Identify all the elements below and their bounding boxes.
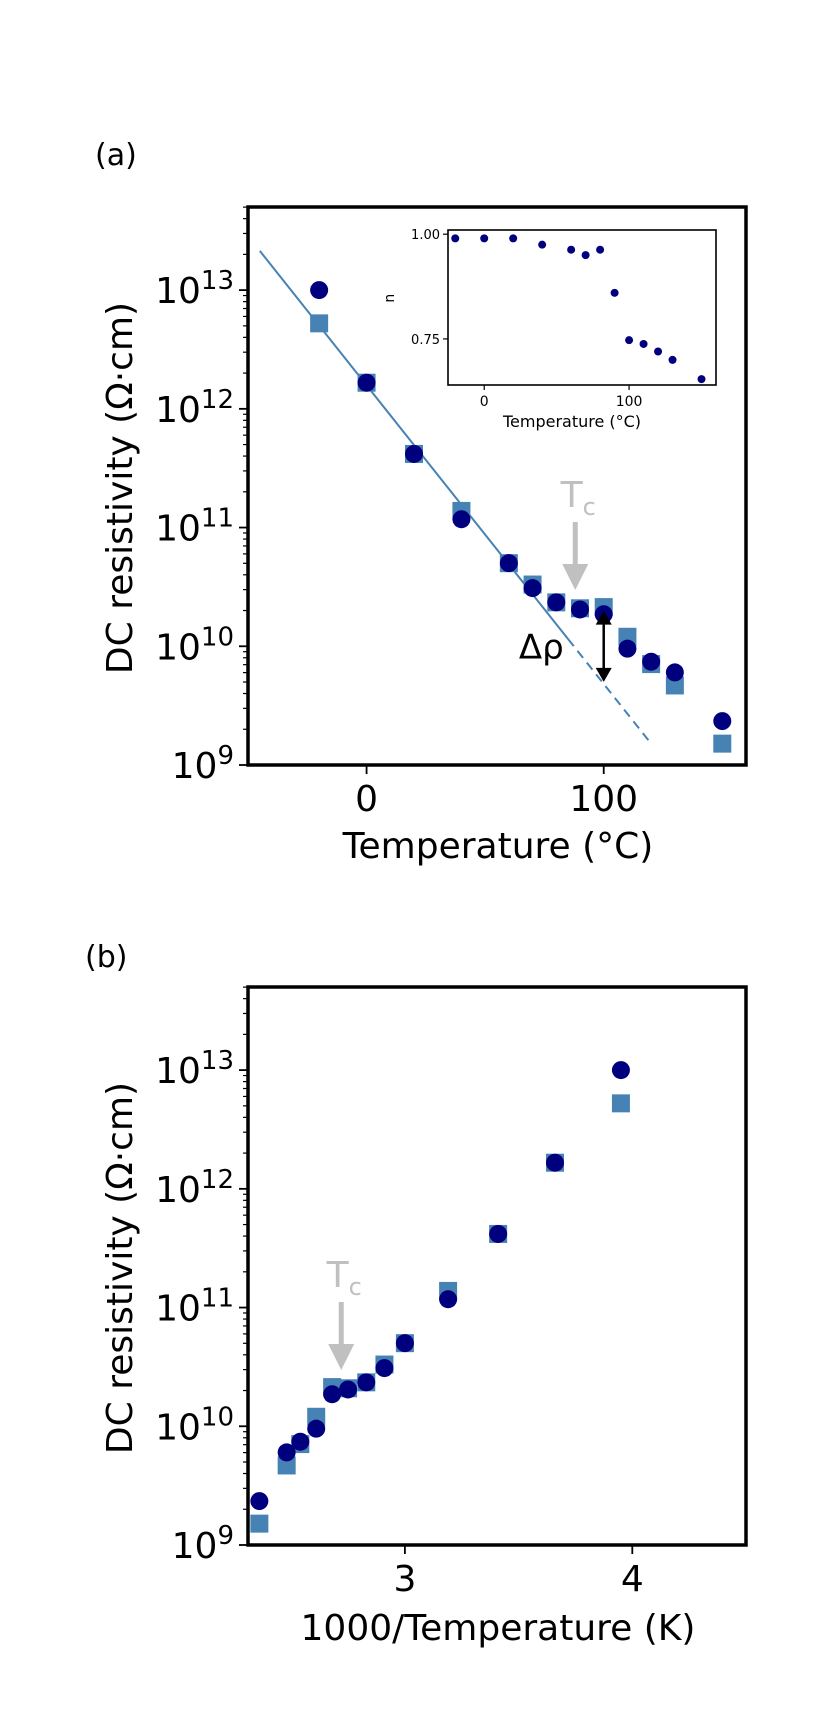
panel-a-xlabel: Temperature (°C) <box>342 826 654 867</box>
b-axes-frame <box>246 985 748 1547</box>
b-circle-point <box>291 1432 310 1451</box>
a-square-point <box>713 734 732 753</box>
inset-point <box>596 245 605 254</box>
a-y-tick-label: 1011 <box>155 504 234 550</box>
a-circle-point <box>405 444 423 463</box>
a-y-tick-label: 1012 <box>155 385 234 431</box>
panel-a-plot-area: 109 1010 1011 1012 1013 0 100 Tc Δρ 0 100 0.75 1.00 T… <box>155 205 748 820</box>
b-circle-point <box>395 1334 414 1353</box>
b-x-tick-label: 4 <box>621 1559 644 1600</box>
b-y-tick-label: 1011 <box>155 1284 234 1330</box>
a-y-tick-label: 1013 <box>155 266 234 312</box>
b-circle-point <box>611 1061 630 1080</box>
panel-b: (b) 109 1010 1011 1012 1013 3 4 Tc 1000/Tempera… <box>85 940 748 1649</box>
a-square-point <box>310 314 329 333</box>
b-y-tick-label: 1010 <box>155 1402 234 1448</box>
a-x-tick-label: 100 <box>569 779 638 820</box>
b-x-tick-label: 3 <box>393 1559 416 1600</box>
b-y-tick-label: 1012 <box>155 1165 234 1211</box>
a-square-point <box>665 676 684 695</box>
b-circle-point <box>277 1443 296 1462</box>
b-y-tick-label: 1013 <box>155 1046 234 1092</box>
a-fit-line-dashed <box>567 638 652 745</box>
panel-b-ylabel: DC resistivity (Ω·cm) <box>100 1082 141 1454</box>
inset-ylabel: n <box>382 294 398 303</box>
a-y-tick-label: 109 <box>172 741 234 787</box>
a-delta-label: Δρ <box>519 627 564 667</box>
b-square-point <box>611 1094 630 1113</box>
a-circle-point <box>452 510 471 529</box>
b-circle-point <box>357 1373 376 1392</box>
panel-b-label: (b) <box>85 940 127 975</box>
inset-point <box>480 234 489 243</box>
inset-point <box>538 240 547 249</box>
b-circle-point <box>375 1359 394 1378</box>
a-circle-point <box>523 579 542 598</box>
a-circle-point <box>499 554 518 573</box>
a-circle-point <box>310 281 329 300</box>
a-circle-point <box>713 712 732 731</box>
inset-xlabel: Temperature (°C) <box>502 412 641 431</box>
b-tc-label: Tc <box>326 1255 362 1301</box>
panel-b-xlabel: 1000/Temperature (K) <box>301 1608 696 1649</box>
a-circle-point <box>571 600 589 619</box>
inset-point <box>668 355 677 364</box>
panel-a-ylabel: DC resistivity (Ω·cm) <box>100 302 141 674</box>
inset-point <box>581 251 590 260</box>
inset-point <box>625 336 634 345</box>
a-circle-point <box>357 373 376 392</box>
b-square-point <box>250 1514 269 1533</box>
a-x-tick-label: 0 <box>355 779 378 820</box>
a-delta-arrow-head-bottom <box>595 667 612 682</box>
b-circle-point <box>323 1385 342 1404</box>
a-axes-frame <box>246 205 748 767</box>
a-circle-point <box>618 639 637 658</box>
panel-a-label: (a) <box>95 138 137 173</box>
inset-point <box>697 375 706 384</box>
a-circle-point <box>642 652 661 671</box>
a-delta-arrow-head-top <box>595 610 612 625</box>
inset-point <box>654 347 663 356</box>
a-circle-point <box>547 593 566 612</box>
inset-point <box>610 288 619 297</box>
inset-point <box>451 234 460 243</box>
a-y-tick-label: 1010 <box>155 622 234 668</box>
inset-point <box>639 339 648 348</box>
a-circle-point <box>665 663 684 682</box>
a-tc-arrow-head <box>562 564 589 590</box>
b-circle-point <box>307 1419 326 1438</box>
b-circle-point <box>250 1492 269 1511</box>
b-circle-point <box>339 1380 358 1399</box>
inset-y-tick-label: 0.75 <box>411 333 440 348</box>
b-y-tick-label: 109 <box>172 1521 234 1567</box>
inset-point <box>509 234 518 243</box>
b-square-point <box>277 1456 296 1475</box>
inset-x-tick-label: 0 <box>480 394 489 410</box>
b-tc-arrow-head <box>328 1344 355 1370</box>
a-tc-label: Tc <box>560 475 596 521</box>
inset-y-tick-label: 1.00 <box>411 228 440 243</box>
b-circle-point <box>489 1224 508 1243</box>
inset-point <box>567 245 576 254</box>
b-circle-point <box>545 1153 564 1172</box>
inset-x-tick-label: 100 <box>616 394 643 410</box>
b-circle-point <box>439 1290 458 1309</box>
panel-b-plot-area: 109 1010 1011 1012 1013 3 4 Tc <box>155 985 748 1600</box>
